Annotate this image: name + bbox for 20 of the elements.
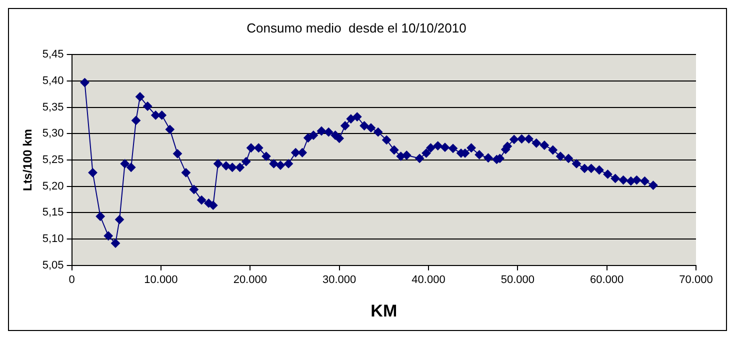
y-tick-label: 5,10 (42, 233, 64, 246)
x-tick-label: 60.000 (590, 274, 624, 286)
x-tick-label: 70.000 (679, 274, 713, 286)
x-tick-label: 20.000 (233, 274, 267, 286)
x-tick-label: 10.000 (144, 274, 178, 286)
y-tick-label: 5,40 (42, 74, 64, 87)
y-tick-label: 5,25 (42, 154, 64, 166)
chart-title: Consumo medio desde el 10/10/2010 (246, 20, 466, 36)
x-tick-label: 0 (68, 274, 75, 286)
y-tick-label: 5,30 (42, 128, 64, 140)
y-tick-label: 5,15 (42, 206, 64, 219)
x-axis-title: KM (370, 301, 398, 320)
y-tick-label: 5,05 (42, 259, 64, 272)
x-tick-label: 50.000 (500, 274, 534, 286)
x-tick-label: 30.000 (322, 274, 356, 286)
y-tick-label: 5,35 (42, 101, 64, 114)
y-tick-label: 5,20 (42, 180, 64, 192)
y-tick-label: 5,45 (42, 48, 64, 61)
x-tick-label: 40.000 (412, 274, 446, 286)
y-axis-title: Lts/100 km (20, 128, 35, 192)
